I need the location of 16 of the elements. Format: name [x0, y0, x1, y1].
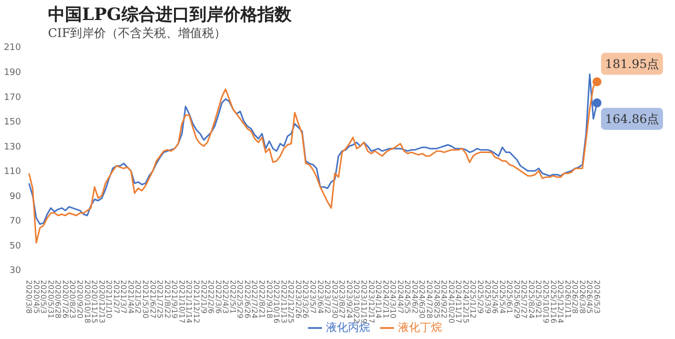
- y-tick-label: 30: [10, 266, 22, 276]
- y-tick-label: 170: [4, 92, 22, 103]
- chart-subtitle: CIF到岸价（不含关税、增值税）: [48, 25, 226, 42]
- y-tick-label: 130: [4, 142, 22, 152]
- legend-label: 液化丁烷: [398, 321, 442, 334]
- y-tick-label: 150: [4, 118, 22, 128]
- y-tick-label: 70: [10, 216, 22, 227]
- y-tick-label: 50: [10, 241, 22, 252]
- chart-title: 中国LPG综合进口到岸价格指数: [48, 4, 292, 26]
- y-tick-label: 90: [10, 192, 22, 202]
- y-tick-label: 190: [4, 68, 22, 78]
- annotation: 181.95点: [605, 56, 659, 71]
- y-tick-label: 210: [4, 43, 22, 54]
- y-tick-label: 110: [4, 167, 22, 178]
- legend-label: 液化丙烷: [326, 321, 370, 334]
- annotation: 164.86点: [605, 112, 659, 126]
